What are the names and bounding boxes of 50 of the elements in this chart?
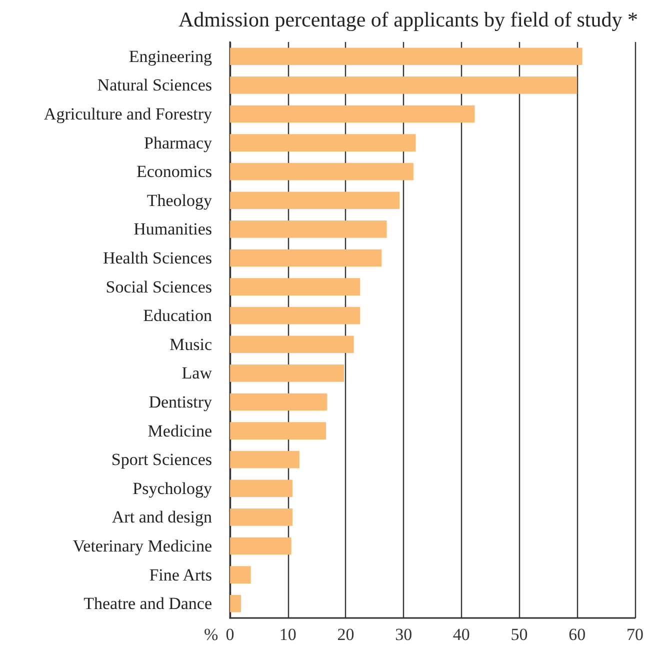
x-tick-label: 70	[626, 625, 644, 644]
bar	[230, 48, 582, 66]
y-tick-label: Sport Sciences	[111, 450, 212, 470]
y-tick-label: Veterinary Medicine	[72, 536, 212, 556]
bar	[230, 422, 326, 440]
y-tick-label: Medicine	[148, 421, 212, 440]
y-tick-label: Theology	[146, 190, 212, 210]
y-tick-label: Theatre and Dance	[84, 594, 212, 614]
bar	[230, 278, 360, 296]
x-tick-label: 30	[395, 625, 412, 644]
bar	[230, 306, 360, 324]
x-axis-title: %	[204, 625, 218, 644]
chart-title: Admission percentage of applicants by field of study *	[178, 8, 638, 32]
bar	[230, 336, 354, 354]
y-tick-label: Psychology	[132, 478, 212, 498]
bar	[230, 162, 414, 180]
bar	[230, 192, 400, 210]
bar	[230, 105, 475, 123]
bar	[230, 508, 292, 526]
y-tick-label: Agriculture and Forestry	[44, 104, 212, 124]
y-tick-label: Natural Sciences	[97, 76, 212, 95]
x-tick-label: 0	[226, 625, 234, 644]
y-tick-label: Social Sciences	[106, 277, 212, 296]
y-tick-label: Law	[182, 364, 213, 383]
bar	[230, 450, 300, 468]
bar	[230, 393, 328, 411]
x-tick-label: 20	[337, 625, 354, 644]
y-tick-label: Humanities	[134, 220, 212, 239]
bar	[230, 220, 387, 238]
y-tick-label: Pharmacy	[144, 133, 212, 152]
bar	[230, 76, 578, 94]
bar	[230, 537, 292, 555]
bar	[230, 594, 241, 612]
bar	[230, 480, 292, 498]
y-tick-label: Fine Arts	[149, 565, 212, 584]
bar	[230, 249, 382, 267]
y-tick-label: Music	[170, 334, 212, 354]
y-tick-label: Health Sciences	[102, 248, 212, 268]
x-tick-label: 50	[510, 625, 528, 644]
y-tick-label: Education	[143, 306, 212, 326]
y-tick-label: Dentistry	[148, 392, 212, 412]
y-tick-label: Engineering	[128, 46, 212, 66]
bar	[230, 134, 416, 152]
x-tick-label: 60	[568, 625, 586, 644]
y-tick-label: Economics	[136, 162, 212, 182]
bar	[230, 566, 251, 584]
y-tick-label: Art and design	[112, 508, 212, 527]
x-tick-label: 10	[279, 625, 296, 644]
x-tick-label: 40	[452, 625, 470, 644]
bar	[230, 364, 344, 382]
